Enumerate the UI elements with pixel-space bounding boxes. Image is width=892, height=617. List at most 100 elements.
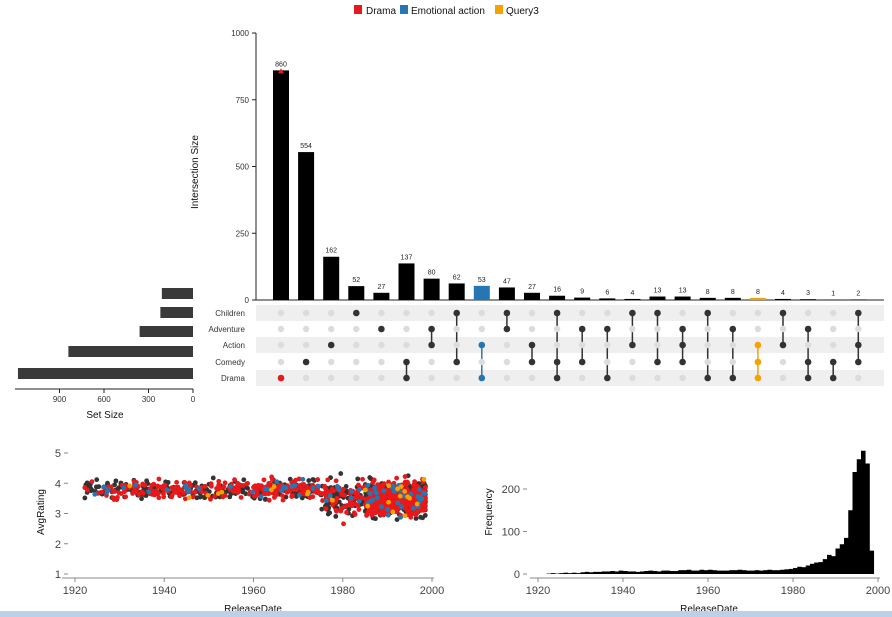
intersection-bar-label: 62: [453, 274, 461, 281]
hist-bar: [733, 570, 739, 574]
scatter-point: [257, 483, 263, 489]
matrix-dot-active: [679, 325, 686, 333]
scatter-y-tick-label: 2: [55, 539, 61, 551]
matrix-dot-inactive: [830, 309, 837, 317]
scatter-point: [408, 514, 414, 520]
hist-bar: [822, 559, 828, 574]
scatter-point: [263, 496, 268, 502]
hist-bar: [567, 573, 573, 574]
scatter-point: [398, 484, 404, 490]
scatter-point: [323, 490, 329, 495]
scatter-point: [324, 494, 329, 500]
scatter-point: [133, 482, 139, 488]
scatter-point: [360, 476, 365, 482]
matrix-dot-inactive: [528, 325, 536, 333]
matrix-dot-active: [553, 309, 561, 317]
matrix-dot-inactive: [528, 309, 536, 317]
matrix-dot-active: [604, 374, 611, 382]
hist-x-tick-label: 1960: [696, 585, 720, 597]
scatter-point: [202, 483, 208, 489]
scatter-point: [156, 495, 162, 501]
hist-bar: [657, 571, 662, 574]
hist-bar: [865, 463, 870, 574]
scatter-point: [131, 478, 137, 484]
scatter-point: [82, 495, 88, 501]
matrix-dot-inactive: [704, 358, 711, 366]
hist-bar: [631, 571, 637, 574]
hist-bar: [703, 570, 709, 574]
scatter-point: [344, 510, 349, 515]
matrix-dot-inactive: [779, 374, 787, 382]
intersection-bar-label: 4: [781, 290, 785, 297]
matrix-dot-inactive: [353, 374, 360, 382]
scatter-point: [307, 495, 313, 501]
scatter-point: [186, 495, 192, 501]
hist-bar: [750, 570, 756, 574]
matrix-dot-active: [804, 374, 812, 382]
scatter-point: [359, 495, 364, 500]
intersection-y-tick-label: 750: [236, 96, 250, 105]
hist-bar: [576, 573, 581, 574]
hist-bar: [793, 568, 798, 574]
matrix-dot-active: [804, 325, 812, 333]
hist-bar: [597, 571, 603, 574]
hist-ylabel: Frequency: [484, 488, 495, 535]
set-size-bar: [160, 307, 193, 318]
scatter-point: [222, 480, 228, 486]
intersection-bar: [775, 298, 791, 300]
hist-bar: [746, 570, 751, 574]
matrix-stripe: [256, 337, 884, 353]
scatter-point: [381, 481, 387, 487]
matrix-dot-inactive: [729, 309, 736, 317]
scatter-point: [367, 491, 373, 496]
intersection-bar: [850, 299, 867, 300]
scatter-point: [420, 515, 426, 521]
scatter-point: [194, 495, 200, 501]
scatter-y-tick-label: 3: [55, 509, 61, 521]
hist-bar: [835, 548, 841, 574]
scatter-x-tick-label: 1940: [152, 585, 176, 597]
avgrating-scatter: ReleaseDate AvgRating 1920 1940 1960 1980 20…: [36, 448, 444, 615]
scatter-point: [199, 489, 204, 495]
intersection-bar-label: 162: [325, 248, 337, 255]
scatter-x-tick-label: 1960: [241, 585, 265, 597]
matrix-dot-active: [403, 358, 410, 366]
scatter-point: [121, 485, 127, 491]
scatter-point: [405, 480, 411, 486]
scatter-point: [356, 507, 362, 512]
hist-bar: [818, 562, 824, 574]
scatter-point: [212, 493, 218, 499]
legend-label-query3: Query3: [506, 6, 539, 17]
hist-bar: [848, 510, 853, 574]
hist-bar: [754, 570, 760, 574]
scatter-point: [82, 485, 88, 491]
intersection-bar-label: 13: [654, 288, 662, 295]
scatter-point: [139, 489, 145, 495]
scatter-xlabel: ReleaseDate: [224, 604, 282, 615]
hist-bar: [563, 572, 569, 574]
scatter-point: [386, 483, 392, 489]
matrix-dot-inactive: [277, 341, 285, 349]
matrix-stripe: [256, 370, 884, 386]
matrix-dot-inactive: [704, 325, 711, 333]
matrix-dot-inactive: [629, 358, 636, 366]
scatter-point: [412, 479, 417, 485]
hist-xlabel: ReleaseDate: [680, 604, 738, 615]
hist-bar: [763, 570, 768, 574]
hist-bar: [572, 572, 577, 574]
scatter-point: [363, 496, 369, 502]
scatter-point: [228, 484, 234, 489]
scatter-point: [362, 487, 368, 493]
hist-bar: [695, 570, 700, 574]
hist-bar: [550, 573, 556, 574]
matrix-dot-active: [478, 341, 486, 349]
set-label: Comedy: [215, 358, 245, 367]
intersection-ylabel: Intersection Size: [190, 135, 201, 209]
matrix-dot-active: [528, 358, 536, 366]
scatter-point: [209, 483, 214, 489]
matrix-dot-active: [855, 358, 862, 366]
intersection-bar-label: 137: [401, 254, 413, 261]
scatter-point: [258, 494, 264, 500]
hist-bar: [559, 573, 564, 574]
